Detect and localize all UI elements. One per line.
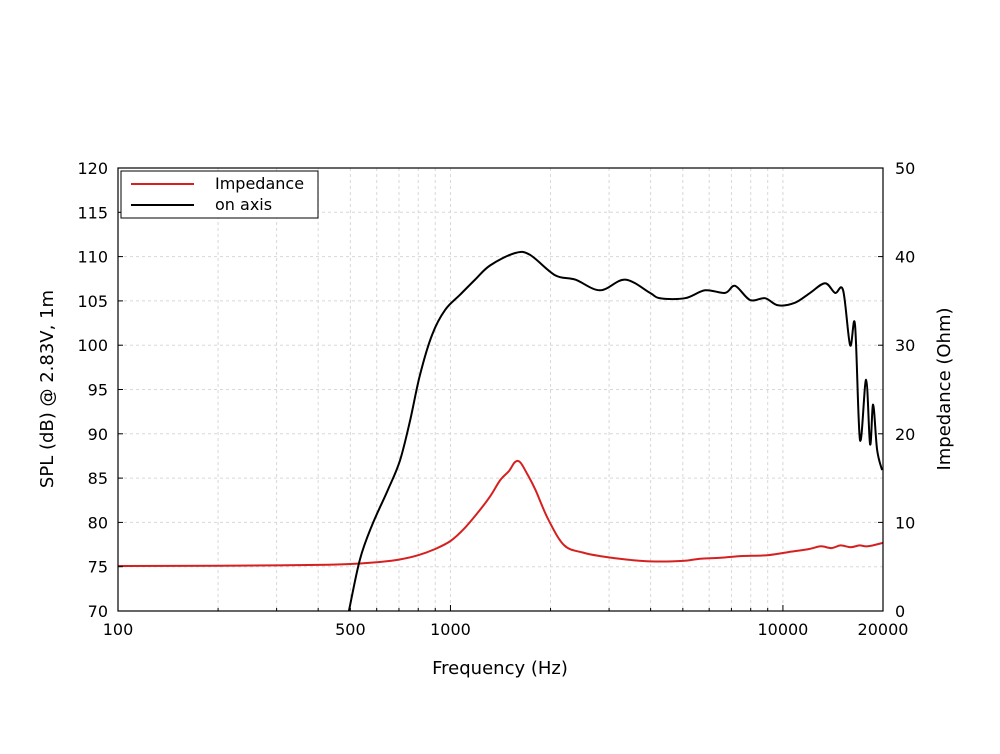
x-tick-label: 500 bbox=[335, 620, 366, 639]
y-tick-label: 75 bbox=[88, 558, 108, 577]
series-line-on-axis bbox=[347, 250, 884, 612]
y2-tick-label: 50 bbox=[895, 159, 915, 178]
y2-tick-label: 20 bbox=[895, 425, 915, 444]
y-tick-label: 95 bbox=[88, 381, 108, 400]
y-tick-label: 80 bbox=[88, 513, 108, 532]
x-tick-label: 10000 bbox=[757, 620, 808, 639]
x-tick-label: 1000 bbox=[430, 620, 471, 639]
x-axis-label: Frequency (Hz) bbox=[432, 658, 568, 679]
legend-box bbox=[120, 170, 319, 219]
y2-tick-label: 30 bbox=[895, 336, 915, 355]
legend: Impedance on axis bbox=[120, 170, 319, 219]
y2-tick-label: 10 bbox=[895, 513, 915, 532]
y-tick-label: 115 bbox=[77, 203, 108, 222]
y2-axis-label: Impedance (Ohm) bbox=[934, 307, 955, 470]
ticks: 100 500 1000 10000 2000070758085909510010511… bbox=[77, 159, 915, 639]
legend-label-on-axis: on axis bbox=[215, 195, 272, 214]
y2-tick-label: 40 bbox=[895, 248, 915, 267]
y2-tick-label: 0 bbox=[895, 602, 905, 621]
y-tick-label: 85 bbox=[88, 469, 108, 488]
y-tick-label: 110 bbox=[77, 248, 108, 267]
y-tick-label: 90 bbox=[88, 425, 108, 444]
y-axis-label: SPL (dB) @ 2.83V, 1m bbox=[37, 290, 58, 488]
y-tick-label: 105 bbox=[77, 292, 108, 311]
curves bbox=[117, 250, 884, 612]
y-tick-label: 120 bbox=[77, 159, 108, 178]
grid bbox=[118, 168, 883, 611]
y-tick-label: 100 bbox=[77, 336, 108, 355]
y-tick-label: 70 bbox=[88, 602, 108, 621]
series-line-impedance bbox=[117, 459, 884, 567]
x-tick-label: 100 bbox=[103, 620, 134, 639]
x-tick-label: 20000 bbox=[858, 620, 909, 639]
legend-label-impedance: Impedance bbox=[215, 174, 304, 193]
